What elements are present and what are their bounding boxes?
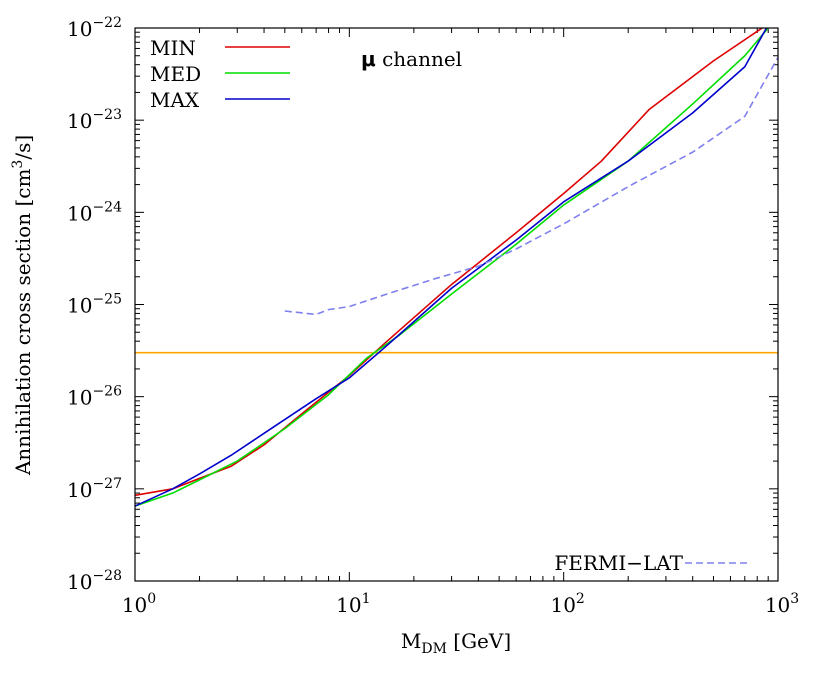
x-axis-label-sub: DM [421, 641, 447, 657]
x-axis-label: MDM [GeV] [401, 629, 511, 657]
x-tick-base: 10 [336, 593, 361, 617]
x-tick-exp: 1 [362, 591, 371, 607]
channel-annotation-text: channel [376, 47, 462, 71]
y-tick-label: 10−22 [67, 15, 122, 41]
x-tick-base: 10 [122, 593, 147, 617]
y-tick-exp: −22 [92, 15, 122, 31]
y-tick-exp: −27 [92, 476, 122, 492]
series-layer [135, 28, 778, 507]
y-tick-exp: −26 [92, 384, 122, 400]
y-tick-label: 10−26 [67, 384, 122, 410]
y-tick-exp: −25 [92, 292, 122, 308]
series-line-3 [284, 56, 778, 316]
y-tick-base: 10 [67, 386, 92, 410]
x-tick-label: 102 [550, 591, 584, 617]
y-tick-label: 10−27 [67, 476, 122, 502]
x-tick-base: 10 [550, 593, 575, 617]
y-tick-label: 10−23 [67, 107, 122, 133]
y-tick-base: 10 [67, 201, 92, 225]
legend-label-3: FERMI−LAT [554, 551, 683, 575]
x-tick-label: 103 [765, 591, 799, 617]
legend-label-2: MAX [150, 88, 200, 112]
channel-annotation: μ channel [361, 47, 462, 71]
x-tick-label: 101 [336, 591, 370, 617]
y-tick-base: 10 [67, 570, 92, 594]
y-tick-base: 10 [67, 294, 92, 318]
legend-label-0: MIN [150, 36, 196, 60]
x-tick-label: 100 [122, 591, 156, 617]
x-tick-exp: 0 [147, 591, 156, 607]
y-tick-exp: −23 [92, 107, 122, 123]
y-axis-label-suffix: /s] [11, 135, 35, 160]
tick-labels-layer: 100 101 102 10310−2810−2710−2610−2510−2410−… [67, 15, 799, 617]
y-tick-label: 10−25 [67, 292, 122, 318]
x-tick-exp: 3 [790, 591, 799, 607]
y-tick-label: 10−24 [67, 199, 122, 225]
x-axis-label-unit: [GeV] [447, 629, 511, 653]
y-axis-label-prefix: Annihilation cross section [cm [11, 169, 35, 477]
ticks-layer [134, 28, 778, 582]
y-tick-base: 10 [67, 109, 92, 133]
series-line-2 [135, 28, 768, 507]
plot-frame [134, 27, 779, 582]
y-tick-base: 10 [67, 478, 92, 502]
x-tick-exp: 2 [576, 591, 585, 607]
y-tick-label: 10−28 [67, 568, 122, 594]
y-axis-label-sup: 3 [10, 160, 26, 169]
y-axis-label: Annihilation cross section [cm3/s] [10, 135, 35, 476]
y-tick-base: 10 [67, 17, 92, 41]
channel-annotation-symbol: μ [361, 47, 376, 71]
legend-label-1: MED [150, 62, 201, 86]
x-axis-label-main: M [401, 629, 421, 653]
x-tick-base: 10 [765, 593, 790, 617]
y-tick-exp: −28 [92, 568, 122, 584]
y-tick-exp: −24 [92, 199, 122, 215]
